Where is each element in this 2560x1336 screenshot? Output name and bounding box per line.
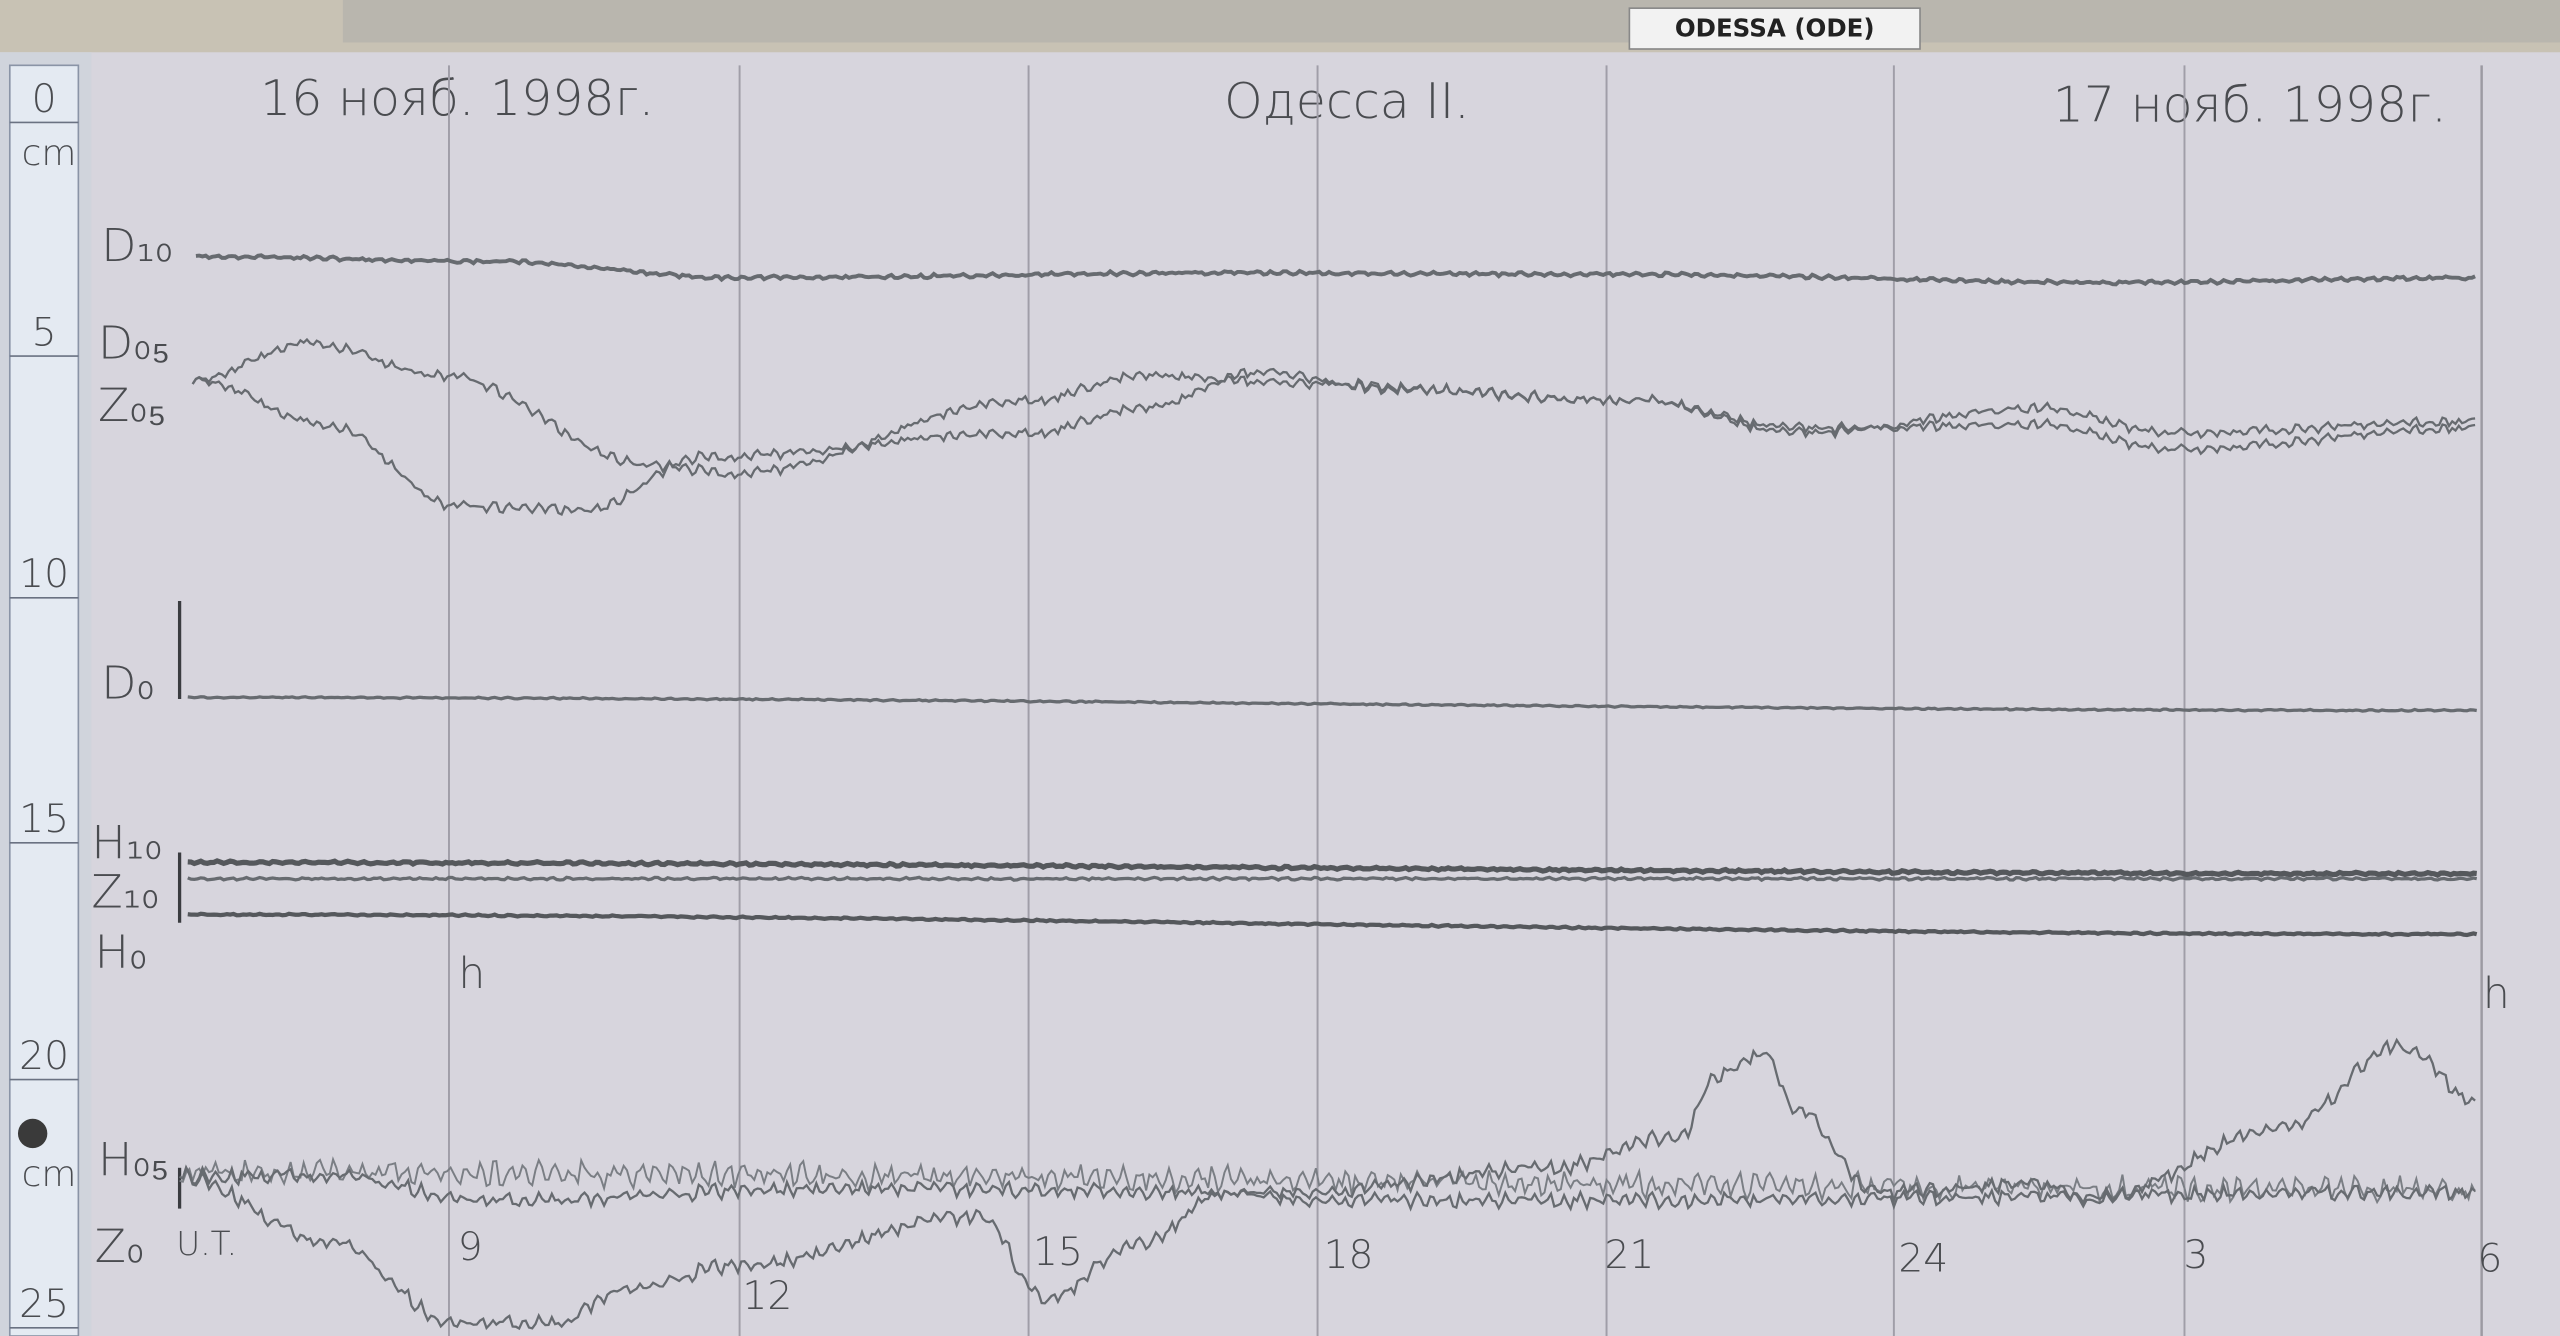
trace-label: D₀₅ — [98, 317, 170, 370]
record-title: Одесса II. — [1224, 73, 1470, 130]
trace-h05-noise — [179, 1156, 2476, 1205]
hour-label: 6 — [2477, 1236, 2502, 1281]
scale-unit: cm — [22, 133, 77, 174]
ut-label: U.T. — [176, 1225, 237, 1263]
hour-label: 24 — [1898, 1236, 1948, 1281]
trace-d10 — [195, 253, 2476, 287]
trace-z05 — [191, 367, 2476, 517]
trace-label: H₀₅ — [98, 1133, 169, 1186]
scale-unit: cm — [22, 1154, 77, 1195]
hour-label: 21 — [1604, 1233, 1654, 1278]
frame-rail — [342, 0, 2560, 43]
scale-label: 25 — [19, 1282, 69, 1327]
station-label: ODESSA (ODE) — [1675, 13, 1875, 42]
trace-d0 — [187, 695, 2477, 713]
scale-strip — [8, 64, 80, 1336]
hour-label: 3 — [2183, 1233, 2208, 1278]
hour-unit: h — [2483, 970, 2510, 1019]
hour-label: 12 — [742, 1274, 792, 1319]
station-label-box — [1628, 7, 1921, 50]
trace-z10 — [187, 875, 2478, 883]
hour-label: 9 — [458, 1225, 483, 1270]
start-date: 16 нояб. 1998г. — [260, 70, 654, 127]
trace-label: D₁₀ — [101, 219, 173, 272]
scale-screw — [17, 1118, 48, 1149]
end-date: 17 нояб. 1998г. — [2053, 76, 2447, 133]
hour-unit: h — [458, 950, 485, 999]
scale-label: 15 — [19, 797, 69, 842]
trace-h10 — [187, 858, 2477, 879]
trace-label: Z₀ — [95, 1220, 145, 1273]
scale-label: 5 — [32, 310, 57, 355]
trace-label: H₀ — [95, 926, 148, 979]
scale-label: 20 — [19, 1034, 69, 1079]
scale-label: 10 — [19, 552, 69, 597]
hour-label: 18 — [1324, 1233, 1374, 1278]
scale-label: 0 — [32, 77, 57, 122]
trace-label: D₀ — [101, 656, 155, 709]
trace-h05 — [179, 1037, 2476, 1210]
hour-label: 15 — [1033, 1230, 1083, 1275]
trace-label: Z₀₅ — [98, 379, 166, 432]
trace-h0 — [187, 911, 2478, 938]
trace-z0 — [179, 1164, 2476, 1331]
trace-label: H₁₀ — [91, 817, 162, 870]
trace-label: Z₁₀ — [91, 866, 159, 919]
